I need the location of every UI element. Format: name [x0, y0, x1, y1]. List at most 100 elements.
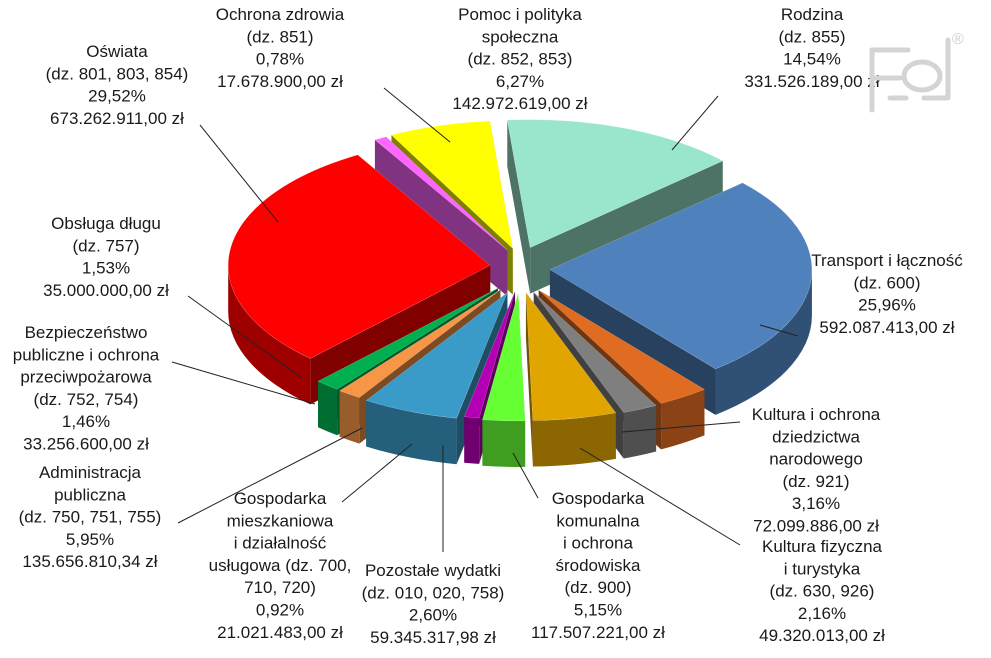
data-labels: Rodzina (dz. 855) 14,54% 331.526.189,00 zł T… [13, 5, 963, 647]
data-label-line: Oświata [86, 42, 148, 61]
data-label-line: społeczna [482, 27, 559, 46]
registered-mark: ® [952, 31, 964, 48]
slice-bezpieczenstwo-publiczne-i-ochrona-przeciwpozarowa [339, 289, 501, 398]
data-label-line: 49.320.013,00 zł [759, 626, 885, 645]
data-label-line: (dz. 855) [778, 27, 845, 46]
data-label-line: (dz. 921) [782, 472, 849, 491]
data-label-line: 592.087.413,00 zł [819, 318, 954, 337]
data-label-line: Gospodarka [234, 489, 327, 508]
data-label-line: 5,15% [574, 601, 622, 620]
data-label-line: 3,16% [792, 494, 840, 513]
data-label-line: publiczne i ochrona [13, 345, 160, 364]
data-label-line: Gospodarka [552, 489, 645, 508]
data-label-line: i turystyka [784, 559, 861, 578]
data-label-bezpieczenstwo-publiczne-i-ochrona-przeciwpozarowa: Bezpieczeństwo publiczne i ochrona przeciw… [13, 323, 160, 454]
data-label-line: Pozostałe wydatki [365, 561, 501, 580]
data-label-line: 1,46% [62, 412, 110, 431]
leader-line-administracja-publiczna [177, 427, 363, 524]
data-label-rodzina: Rodzina (dz. 855) 14,54% 331.526.189,00 zł [744, 5, 879, 91]
slice-side-gospodarka-komunalna-i-ochrona-srodowiska [532, 412, 616, 467]
data-label-transport-i-lacznosc: Transport i łączność (dz. 600) 25,96% 592.0… [811, 251, 963, 337]
slice-side-kultura-fizyczna-i-turystyka [623, 405, 657, 459]
data-label-line: (dz. 900) [564, 578, 631, 597]
data-label-line: i ochrona [563, 534, 633, 553]
data-label-line: 710, 720) [244, 578, 316, 597]
slice-kultura-fizyczna-i-turystyka [533, 292, 657, 413]
data-label-line: (dz. 630, 926) [770, 582, 875, 601]
data-label-line: Bezpieczeństwo [25, 323, 148, 342]
data-label-line: usługowa (dz. 700, [209, 556, 352, 575]
data-label-line: 2,60% [409, 606, 457, 625]
slice-wall-rodzina-start [507, 120, 531, 294]
slice-kultura-i-ochrona-dziedzictwa-narodowego [538, 289, 705, 404]
data-label-line: 29,52% [88, 87, 146, 106]
leader-line-bezpieczenstwo-publiczne-i-ochrona-przeciwpozarowa [171, 361, 316, 405]
data-label-line: 35.000.000,00 zł [43, 281, 169, 300]
slice-pomoc-i-polityka-spoleczna [390, 120, 514, 250]
slice-wall-gospodarka-komunalna-i-ochrona-srodowiska-end [525, 292, 533, 467]
leader-line-obsluga-dlugu [187, 295, 303, 379]
data-label-line: 142.972.619,00 zł [452, 94, 587, 113]
data-label-line: 673.262.911,00 zł [50, 109, 184, 128]
data-label-line: Kultura fizyczna [762, 537, 883, 556]
leader-line-kultura-i-ochrona-dziedzictwa-narodowego [621, 421, 741, 433]
data-label-ochrona-zdrowia: Ochrona zdrowia (dz. 851) 0,78% 17.678.900,… [216, 5, 345, 91]
slice-gospodarka-komunalna-i-ochrona-srodowiska [525, 291, 617, 421]
data-label-line: dziedzictwa [772, 427, 860, 446]
data-label-line: 59.345.317,98 zł [370, 628, 496, 647]
data-label-line: przeciwpożarowa [20, 368, 152, 387]
slice-oswiata [227, 154, 491, 359]
leader-line-oswiata [199, 124, 279, 223]
data-label-line: i działalność [234, 534, 327, 553]
data-label-line: 5,95% [66, 530, 114, 549]
data-label-obsluga-dlugu: Obsługa długu (dz. 757) 1,53% 35.000.000,00… [43, 214, 169, 300]
slice-pozostale-wydatki [482, 292, 526, 422]
slice-side-pozostale-wydatki [482, 419, 526, 467]
data-label-line: 1,53% [82, 259, 130, 278]
data-label-administracja-publiczna: Administracja publiczna (dz. 750, 751, 755… [19, 463, 162, 571]
data-label-line: 117.507.221,00 zł [531, 623, 665, 642]
data-label-line: 135.656.810,34 zł [22, 552, 157, 571]
data-label-oswiata: Oświata (dz. 801, 803, 854) 29,52% 673.262.… [46, 42, 189, 128]
data-label-gospodarka-mieszkaniowa-i-dzialalnosc-uslugowa: Gospodarka mieszkaniowa i działalność usług… [209, 489, 352, 642]
data-label-line: narodowego [769, 450, 863, 469]
leader-lines [171, 87, 799, 552]
slice-side-obsluga-dlugu [318, 381, 338, 436]
data-label-line: Transport i łączność [811, 251, 963, 270]
data-label-line: komunalna [556, 511, 640, 530]
data-label-line: 6,27% [496, 72, 544, 91]
data-label-kultura-i-ochrona-dziedzictwa-narodowego: Kultura i ochrona dziedzictwa narodowego (d… [752, 405, 881, 536]
leader-line-transport-i-lacznosc [759, 324, 799, 337]
data-label-line: (dz. 600) [853, 273, 920, 292]
slice-gospodarka-mieszkaniowa-i-dzialalnosc-uslugowa [463, 291, 516, 419]
data-label-line: (dz. 801, 803, 854) [46, 64, 189, 83]
data-label-line: Ochrona zdrowia [216, 5, 345, 24]
leader-line-rodzina [671, 95, 719, 151]
data-label-line: (dz. 010, 020, 758) [362, 583, 505, 602]
data-label-line: 17.678.900,00 zł [217, 72, 343, 91]
data-label-line: (dz. 852, 853) [468, 50, 573, 69]
slice-side-gospodarka-mieszkaniowa-i-dzialalnosc-uslugowa [464, 416, 480, 464]
data-label-line: 72.099.886,00 zł [753, 517, 879, 536]
slice-side-bezpieczenstwo-publiczne-i-ochrona-przeciwpozarowa [339, 390, 360, 444]
slice-transport-i-lacznosc [549, 182, 813, 370]
data-label-line: (dz. 757) [72, 236, 139, 255]
data-label-line: publiczna [54, 485, 126, 504]
publisher-logo-watermark-icon: ® [869, 31, 964, 113]
data-label-kultura-fizyczna-i-turystyka: Kultura fizyczna i turystyka (dz. 630, 926… [759, 537, 885, 645]
data-label-line: Kultura i ochrona [752, 405, 881, 424]
data-label-line: (dz. 752, 754) [34, 390, 139, 409]
data-label-line: mieszkaniowa [227, 511, 334, 530]
data-label-pozostale-wydatki: Pozostałe wydatki (dz. 010, 020, 758) 2,60… [362, 561, 505, 647]
data-label-line: Administracja [39, 463, 142, 482]
data-label-line: Obsługa długu [51, 214, 161, 233]
data-label-line: Pomoc i polityka [458, 5, 582, 24]
slice-administracja-publiczna [365, 291, 508, 419]
slice-tops [227, 119, 813, 422]
slice-side-administracja-publiczna [366, 400, 457, 465]
data-label-line: 33.256.600,00 zł [23, 435, 149, 454]
leader-line-gospodarka-mieszkaniowa-i-dzialalnosc-uslugowa [341, 443, 413, 503]
data-label-gospodarka-komunalna-i-ochrona-srodowiska: Gospodarka komunalna i ochrona środowiska (d… [531, 489, 665, 642]
